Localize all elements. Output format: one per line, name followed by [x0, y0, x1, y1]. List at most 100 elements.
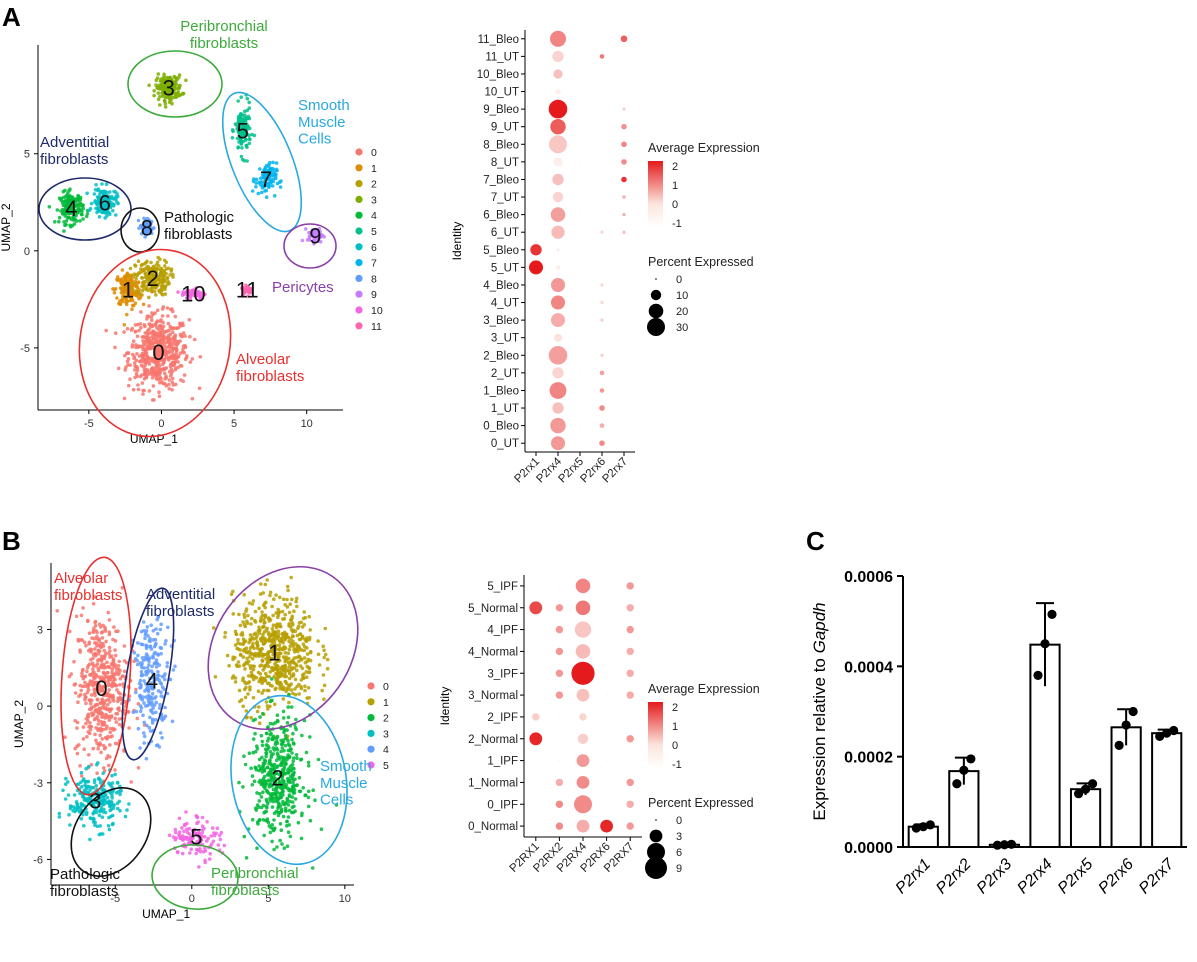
umap-cell-cluster-4 — [142, 720, 146, 725]
dotplot-a: 0_UT 0_Bleo 1_UT 1_Bleo 2_UT 2_Bleo 3_UT 3_Bleo… — [450, 30, 760, 485]
umap-cell-cluster-1 — [130, 303, 135, 308]
umap-cell-cluster-0 — [117, 722, 122, 727]
annotation-green-line: Peribronchial — [180, 18, 268, 35]
dot-3_Bleo-P2rx6 — [600, 318, 604, 322]
umap-cell-cluster-4 — [163, 642, 167, 646]
identity-label: 3_Bleo — [483, 315, 519, 327]
legend-pct-title: Percent Expressed — [648, 255, 754, 269]
annotation-cyan-line: Cells — [320, 792, 353, 809]
umap-cell-cluster-2 — [151, 281, 155, 285]
umap-cell-cluster-3 — [164, 82, 168, 86]
annotation-green: Peribronchial fibroblasts — [180, 18, 268, 52]
x-tick-label: -5 — [84, 418, 94, 430]
umap-cell-cluster-2 — [152, 284, 157, 288]
umap-cell-cluster-5 — [211, 839, 216, 844]
umap-cell-cluster-0 — [166, 314, 170, 318]
umap-cell-cluster-0 — [73, 691, 78, 695]
umap-cell-cluster-0 — [127, 726, 131, 730]
umap-cell-cluster-3 — [106, 800, 110, 805]
umap-cell-cluster-3 — [152, 89, 156, 93]
dot-0_Bleo-P2rx4 — [550, 417, 566, 434]
umap-cell-cluster-1 — [231, 612, 236, 616]
umap-cell-cluster-2 — [162, 258, 167, 263]
umap-cell-cluster-2 — [275, 734, 280, 739]
umap-cell-cluster-0 — [107, 618, 112, 622]
dot-1_Normal-P2RX4 — [576, 776, 590, 789]
umap-cell-cluster-2 — [270, 677, 274, 681]
umap-cell-cluster-2 — [293, 809, 297, 813]
umap-cell-cluster-1 — [292, 609, 296, 613]
umap-cell-cluster-2 — [264, 754, 268, 759]
x-tick-label: 0 — [189, 893, 195, 905]
dot-1_IPF-P2RX7 — [629, 760, 631, 762]
dot-0_Bleo-P2rx7 — [623, 425, 625, 427]
umap-cell-cluster-0 — [175, 355, 180, 360]
umap-cell-cluster-1 — [252, 674, 257, 679]
y-tick-label: 0.0006 — [844, 569, 893, 586]
umap-cell-cluster-0 — [111, 637, 115, 642]
umap-cell-cluster-1 — [263, 582, 268, 587]
dot-3_UT-P2rx1 — [535, 337, 537, 339]
umap-cell-cluster-0 — [73, 682, 78, 686]
umap-cell-cluster-2 — [168, 273, 172, 277]
identity-label: 10_UT — [484, 87, 519, 99]
umap-cell-cluster-1 — [130, 307, 134, 312]
umap-cell-cluster-0 — [80, 638, 84, 642]
umap-cell-cluster-2 — [264, 751, 268, 755]
umap-cell-cluster-2 — [128, 266, 133, 271]
dot-2_UT-P2rx7 — [623, 372, 625, 374]
dot-6_UT-P2rx1 — [535, 231, 537, 233]
umap-cell-cluster-2 — [282, 846, 287, 850]
umap-cell-cluster-5 — [198, 849, 203, 854]
umap-cell-cluster-1 — [292, 656, 297, 660]
cluster-label-4: 4 — [65, 196, 77, 221]
umap-cell-cluster-1 — [234, 632, 239, 637]
umap-cell-cluster-2 — [287, 823, 292, 827]
umap-cell-cluster-2 — [275, 810, 280, 814]
umap-cell-cluster-5 — [177, 816, 182, 821]
umap-cell-cluster-0 — [96, 728, 100, 733]
umap-cell-cluster-2 — [287, 794, 292, 798]
umap-cell-cluster-0 — [180, 321, 185, 326]
x-tick-label-P2rx5: P2rx5 — [1055, 856, 1097, 898]
umap-cell-cluster-0 — [158, 375, 163, 380]
umap-cell-cluster-2 — [291, 787, 295, 792]
dot-3_IPF-P2RX4 — [571, 661, 595, 685]
umap-cell-cluster-0 — [92, 670, 96, 675]
umap-cell-cluster-5 — [241, 132, 246, 136]
umap-cell-cluster-0 — [190, 357, 195, 361]
legend-label-0: 0 — [371, 147, 377, 159]
umap-cell-cluster-2 — [292, 756, 296, 760]
x-tick-label-P2rx1: P2rx1 — [893, 856, 935, 898]
umap-cell-cluster-1 — [271, 613, 275, 618]
umap-cell-cluster-2 — [278, 838, 282, 843]
umap-cell-cluster-4 — [69, 217, 74, 222]
umap-cell-cluster-3 — [102, 807, 106, 812]
umap-cell-cluster-1 — [253, 609, 258, 614]
dot-7_Bleo-P2rx7 — [621, 176, 627, 183]
umap-cell-cluster-5 — [242, 109, 247, 114]
umap-cell-cluster-1 — [257, 606, 261, 611]
umap-cell-cluster-2 — [257, 799, 262, 803]
umap-cell-cluster-0 — [166, 321, 171, 326]
dot-11_Bleo-P2rx6 — [601, 38, 603, 40]
dot-5_UT-P2rx5 — [579, 266, 581, 268]
umap-cell-cluster-4 — [163, 677, 167, 682]
umap-cell-cluster-2 — [140, 280, 145, 285]
umap-cell-cluster-6 — [97, 215, 102, 219]
umap-cell-cluster-1 — [287, 665, 292, 669]
data-point-P2rx7 — [1169, 725, 1179, 736]
umap-cell-cluster-0 — [105, 724, 109, 729]
umap-cell-cluster-1 — [238, 623, 243, 628]
umap-cell-cluster-1 — [322, 655, 327, 660]
umap-cell-cluster-2 — [262, 769, 267, 773]
umap-cell-cluster-4 — [72, 203, 76, 207]
annotation-purple: Pericytes — [272, 279, 334, 296]
umap-cell-cluster-4 — [145, 723, 149, 728]
umap-cell-cluster-1 — [268, 590, 273, 595]
umap-cell-cluster-2 — [268, 750, 273, 754]
y-axis-label: Expression relative to Gapdh — [810, 602, 829, 820]
x-tick-label: 0 — [158, 418, 164, 430]
x-tick-label-P2rx6: P2rx6 — [1095, 856, 1137, 898]
umap-cell-cluster-2 — [277, 802, 282, 807]
